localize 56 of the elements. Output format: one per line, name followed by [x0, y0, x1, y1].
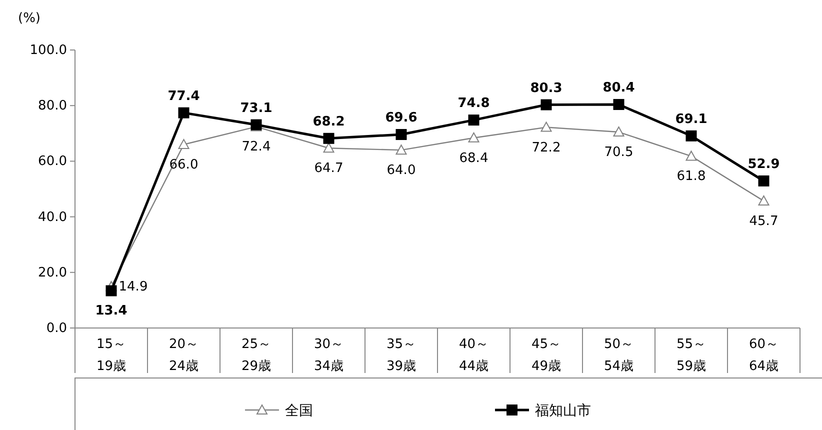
legend-label: 全国	[285, 403, 313, 419]
data-label: 74.8	[458, 96, 490, 112]
y-tick-label: 100.0	[30, 43, 67, 58]
data-label: 66.0	[169, 158, 198, 173]
x-tick-label: 20～24歳	[168, 337, 199, 374]
data-label: 52.9	[748, 156, 780, 172]
point	[396, 144, 407, 155]
data-label: 68.2	[312, 114, 345, 130]
data-label: 70.5	[604, 145, 634, 160]
y-tick-label: 80.0	[38, 98, 67, 114]
point	[468, 132, 480, 142]
point	[178, 139, 190, 150]
data-label: 14.9	[118, 280, 148, 295]
point	[468, 114, 480, 126]
x-tick-label: 50～54歳	[604, 337, 634, 374]
point	[758, 175, 770, 186]
data-label: 80.4	[602, 80, 635, 96]
point	[540, 99, 552, 110]
point	[396, 129, 407, 140]
point	[178, 107, 190, 118]
point	[686, 150, 697, 161]
y-tick-label: 0.0	[46, 321, 67, 336]
x-tick-label: 60～64歳	[748, 337, 779, 374]
data-label: 64.7	[314, 161, 344, 176]
y-tick-label: 60.0	[38, 154, 67, 170]
y-axis-title: (%)	[18, 11, 40, 26]
x-tick-label: 40～44歳	[458, 337, 489, 374]
data-label: 61.8	[676, 169, 706, 184]
data-label: 69.6	[385, 110, 418, 126]
point	[613, 126, 624, 137]
point	[323, 132, 334, 144]
x-tick-label: 45～49歳	[531, 337, 562, 374]
data-label: 80.3	[530, 80, 562, 96]
point	[106, 285, 117, 296]
data-label: 64.0	[386, 163, 416, 178]
point	[686, 130, 697, 142]
point	[540, 122, 552, 132]
x-tick-label: 55～59歳	[676, 337, 706, 374]
data-label: 68.4	[459, 150, 488, 166]
point	[758, 195, 770, 206]
x-tick-label: 30～34歳	[314, 337, 344, 374]
data-label: 69.1	[675, 112, 708, 127]
data-label: 13.4	[95, 304, 128, 319]
y-tick-label: 20.0	[38, 265, 67, 280]
legend-label: 福知山市	[535, 403, 591, 419]
point	[613, 98, 624, 110]
point	[323, 142, 334, 153]
data-label: 73.1	[240, 100, 272, 116]
data-label: 72.4	[242, 140, 271, 155]
data-label: 45.7	[749, 214, 778, 229]
x-tick-label: 35～39歳	[386, 337, 416, 374]
y-tick-label: 40.0	[38, 210, 67, 225]
x-tick-label: 15～19歳	[96, 337, 126, 374]
data-label: 72.2	[532, 140, 561, 156]
data-label: 77.4	[168, 88, 200, 104]
x-tick-label: 25～29歳	[241, 337, 272, 374]
